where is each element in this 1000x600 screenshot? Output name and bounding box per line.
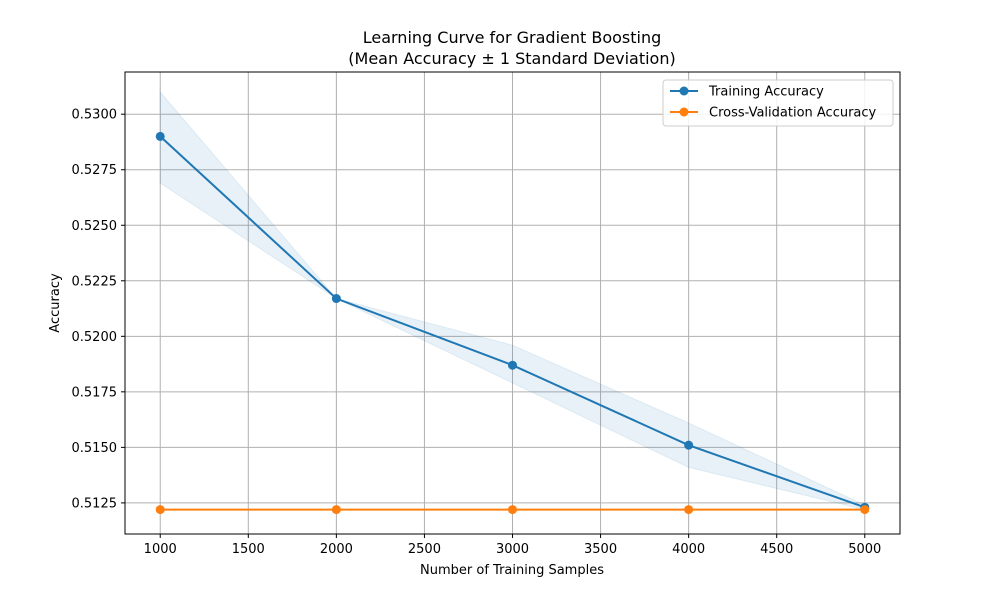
plot-frame xyxy=(124,71,901,535)
legend-label: Cross-Validation Accuracy xyxy=(709,106,877,121)
x-axis-label: Number of Training Samples xyxy=(420,563,604,578)
data-point xyxy=(331,294,341,304)
y-tick-label: 0.5125 xyxy=(72,496,118,511)
data-point xyxy=(684,505,694,515)
x-tick-label: 2000 xyxy=(320,542,353,557)
y-tick-label: 0.5300 xyxy=(72,108,118,123)
x-tick-label: 5000 xyxy=(848,542,881,557)
data-point xyxy=(860,505,870,515)
x-tick-label: 1500 xyxy=(232,542,265,557)
chart-subtitle: (Mean Accuracy ± 1 Standard Deviation) xyxy=(348,49,675,68)
data-point xyxy=(684,440,694,450)
x-tick-label: 3000 xyxy=(496,542,529,557)
x-tick-label: 2500 xyxy=(408,542,441,557)
x-tick-label: 4000 xyxy=(672,542,705,557)
y-tick-label: 0.5150 xyxy=(72,441,118,456)
y-tick-label: 0.5225 xyxy=(72,274,118,289)
legend-marker xyxy=(679,107,689,117)
data-point xyxy=(155,505,165,515)
series-lines xyxy=(155,131,870,515)
y-tick-label: 0.5250 xyxy=(72,219,118,234)
y-axis-label: Accuracy xyxy=(48,273,63,333)
data-point xyxy=(508,360,517,370)
legend-label: Training Accuracy xyxy=(708,85,824,100)
grid-lines xyxy=(125,72,900,534)
y-tick-label: 0.5175 xyxy=(72,385,118,400)
x-axis-ticks: 1000 1500 2000 2500 3000 3500 4000 4500 5000 xyxy=(144,534,881,557)
legend: Training Accuracy Cross-Validation Accura… xyxy=(662,79,894,127)
data-point xyxy=(155,131,165,141)
x-tick-label: 1000 xyxy=(144,542,177,557)
y-tick-label: 0.5200 xyxy=(72,330,118,345)
y-axis-ticks: 0.5125 0.5150 0.5175 0.5200 0.5225 0.5250 0.52… xyxy=(72,108,125,511)
x-tick-label: 3500 xyxy=(584,542,617,557)
chart-title: Learning Curve for Gradient Boosting xyxy=(363,28,662,47)
x-tick-label: 4500 xyxy=(760,542,793,557)
legend-marker xyxy=(679,86,689,96)
data-point xyxy=(331,505,341,515)
y-tick-label: 0.5275 xyxy=(72,163,118,178)
data-point xyxy=(508,505,517,515)
legend-box xyxy=(662,79,894,127)
